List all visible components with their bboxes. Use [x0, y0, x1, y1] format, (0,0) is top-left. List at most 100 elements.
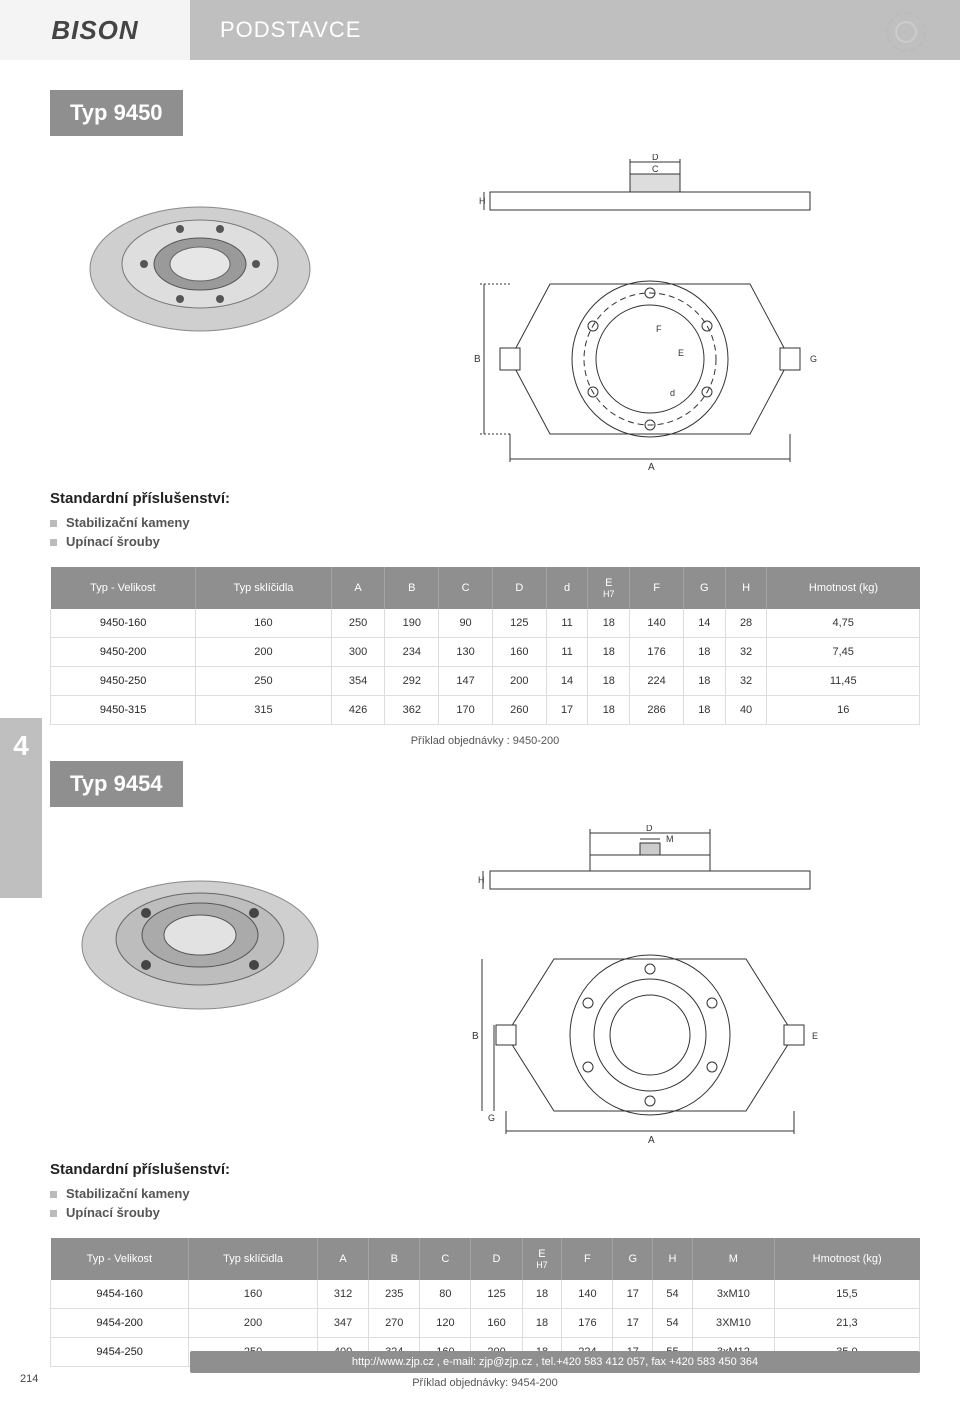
table-cell: 234 [385, 638, 439, 667]
table-cell: 120 [420, 1309, 471, 1338]
table-cell: 125 [492, 609, 546, 638]
table-cell: 18 [588, 667, 630, 696]
side-view-diagram-9454: D M H [470, 825, 830, 905]
table-cell: 286 [630, 696, 684, 725]
svg-text:G: G [488, 1113, 495, 1123]
figure-row-2: D M H [50, 825, 920, 1145]
figure-row-1: D C H [50, 154, 920, 474]
table-row: 9450-200200300234130160111817618327,45 [51, 638, 920, 667]
svg-text:F: F [656, 324, 662, 334]
table-cell: 170 [439, 696, 493, 725]
svg-text:M: M [666, 834, 674, 844]
table-cell: 224 [630, 667, 684, 696]
table-cell: 11 [546, 609, 588, 638]
table-cell: 54 [653, 1309, 693, 1338]
table-cell: 17 [546, 696, 588, 725]
svg-text:E: E [812, 1031, 818, 1041]
table-cell: 250 [196, 667, 331, 696]
column-header: F [630, 567, 684, 609]
table-cell: 9450-315 [51, 696, 196, 725]
product-photo-9450 [50, 154, 350, 374]
table-cell: 130 [439, 638, 493, 667]
column-header: D [471, 1238, 522, 1280]
table-cell: 200 [492, 667, 546, 696]
diagram-column-9454: D M H [380, 825, 920, 1145]
spec-table-9450: Typ - VelikostTyp sklíčidlaABCDdEH7FGHHm… [50, 567, 920, 725]
column-header: M [692, 1238, 774, 1280]
column-header: EH7 [522, 1238, 562, 1280]
order-example-9454: Příklad objednávky: 9454-200 [50, 1377, 920, 1389]
table-cell: 32 [725, 638, 767, 667]
table-cell: 160 [492, 638, 546, 667]
type-heading-9450: Typ 9450 [50, 90, 183, 136]
table-cell: 312 [318, 1280, 369, 1309]
table-row: 9454-2002003472701201601817617543XM1021,… [51, 1309, 920, 1338]
list-item: Stabilizační kameny [50, 513, 920, 532]
table-cell: 11 [546, 638, 588, 667]
column-header: Typ sklíčidla [189, 1238, 318, 1280]
svg-text:d: d [670, 388, 675, 398]
table-cell: 140 [562, 1280, 613, 1309]
table-cell: 292 [385, 667, 439, 696]
svg-text:A: A [648, 462, 655, 473]
column-header: Hmotnost (kg) [767, 567, 920, 609]
column-header: D [492, 567, 546, 609]
column-header: A [331, 567, 385, 609]
top-view-diagram-9454: A B E G [470, 925, 830, 1145]
svg-text:B: B [472, 1031, 479, 1042]
table-cell: 270 [369, 1309, 420, 1338]
column-header: G [613, 1238, 653, 1280]
top-view-diagram-9450: A B E F G d [470, 244, 830, 474]
svg-text:C: C [652, 164, 659, 174]
list-item: Stabilizační kameny [50, 1184, 920, 1203]
table-cell: 32 [725, 667, 767, 696]
table-cell: 190 [385, 609, 439, 638]
diagram-column-9450: D C H [380, 154, 920, 474]
table-cell: 18 [522, 1309, 562, 1338]
table-cell: 9450-200 [51, 638, 196, 667]
column-header: Typ - Velikost [51, 567, 196, 609]
table-cell: 7,45 [767, 638, 920, 667]
table-cell: 16 [767, 696, 920, 725]
table-cell: 9454-250 [51, 1338, 189, 1367]
type-heading-9454: Typ 9454 [50, 761, 183, 807]
table-cell: 18 [683, 696, 725, 725]
accessories-heading-1: Standardní příslušenství: [50, 490, 920, 507]
accessories-list-2: Stabilizační kameny Upínací šrouby [50, 1184, 920, 1222]
svg-text:D: D [646, 825, 653, 833]
table-cell: 147 [439, 667, 493, 696]
page-number: 214 [20, 1373, 38, 1385]
table-row: 9450-3153154263621702601718286184016 [51, 696, 920, 725]
table-cell: 18 [522, 1280, 562, 1309]
svg-text:D: D [652, 154, 659, 162]
table-cell: 18 [588, 638, 630, 667]
side-view-diagram-9450: D C H [470, 154, 830, 224]
table-cell: 140 [630, 609, 684, 638]
column-header: G [683, 567, 725, 609]
table-cell: 18 [588, 609, 630, 638]
product-photo-9454 [50, 825, 350, 1045]
table-cell: 176 [630, 638, 684, 667]
column-header: C [439, 567, 493, 609]
table-cell: 40 [725, 696, 767, 725]
table-cell: 90 [439, 609, 493, 638]
column-header: A [318, 1238, 369, 1280]
table-cell: 160 [471, 1309, 522, 1338]
table-cell: 200 [196, 638, 331, 667]
table-cell: 17 [613, 1280, 653, 1309]
table-cell: 315 [196, 696, 331, 725]
table-cell: 260 [492, 696, 546, 725]
column-header: B [369, 1238, 420, 1280]
table-cell: 9450-160 [51, 609, 196, 638]
table-cell: 125 [471, 1280, 522, 1309]
table-cell: 28 [725, 609, 767, 638]
table-cell: 200 [189, 1309, 318, 1338]
column-header: F [562, 1238, 613, 1280]
table-cell: 14 [546, 667, 588, 696]
order-example-9450: Příklad objednávky : 9450-200 [50, 735, 920, 747]
table-cell: 9454-200 [51, 1309, 189, 1338]
svg-text:E: E [678, 348, 684, 358]
list-item: Upínací šrouby [50, 1203, 920, 1222]
badge-icon [886, 12, 926, 52]
table-cell: 21,3 [774, 1309, 919, 1338]
